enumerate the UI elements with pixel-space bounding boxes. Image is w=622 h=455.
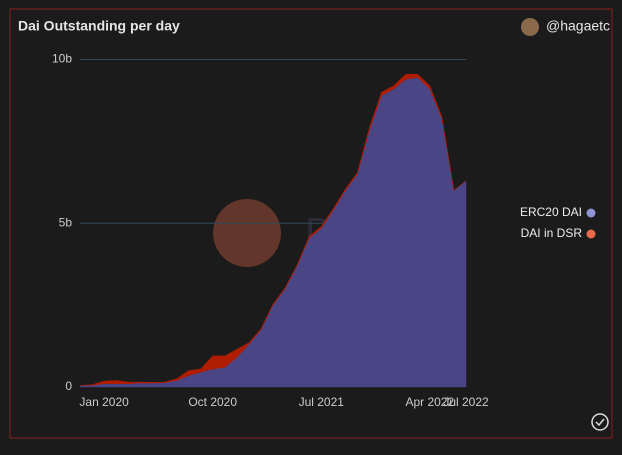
x-tick-label: Apr 2022 — [405, 395, 454, 409]
check-mark — [595, 418, 605, 427]
legend-dot — [586, 229, 596, 239]
check-icon[interactable] — [591, 413, 609, 431]
x-tick-label: Jul 2022 — [443, 395, 489, 409]
legend-dot — [586, 208, 596, 218]
chart-title: Dai Outstanding per day — [18, 18, 180, 34]
y-tick-label: 10b — [52, 52, 72, 66]
x-tick-label: Jul 2021 — [299, 395, 345, 409]
author[interactable]: @hagaetc — [546, 18, 610, 34]
legend-label: DAI in DSR — [521, 226, 583, 240]
avatar[interactable] — [521, 18, 539, 36]
x-tick-label: Oct 2020 — [188, 395, 237, 409]
area — [79, 74, 467, 386]
x-tick-label: Jan 2020 — [79, 395, 129, 409]
y-tick-label: 0 — [65, 379, 72, 393]
y-tick-label: 5b — [59, 215, 73, 229]
legend-label: ERC20 DAI — [520, 205, 582, 219]
watermark-logo — [213, 199, 281, 267]
